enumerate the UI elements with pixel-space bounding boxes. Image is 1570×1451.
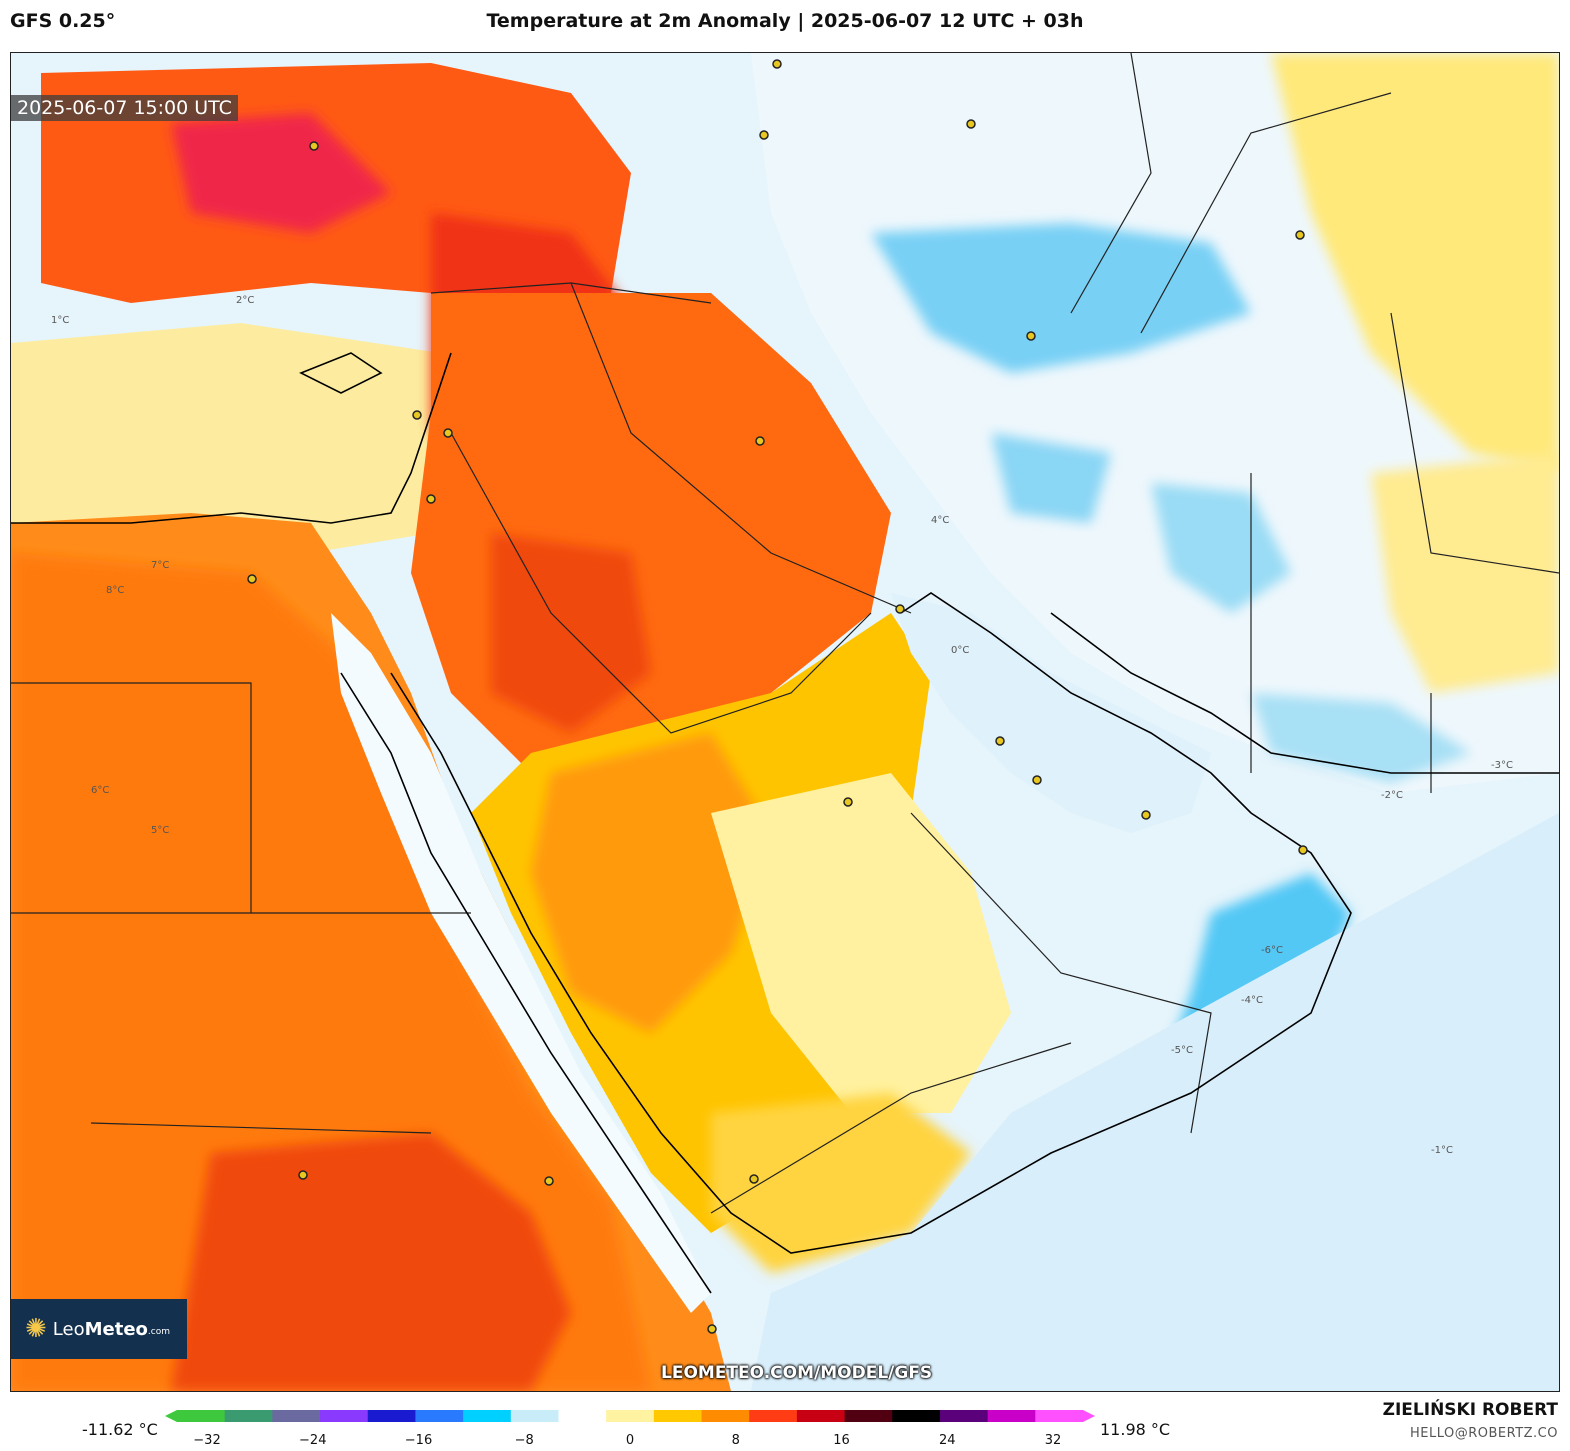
scale-color-cell [463,1410,512,1422]
svg-text:-4°C: -4°C [1241,995,1263,1006]
scale-color-cell [701,1410,750,1422]
scale-color-cell [796,1410,846,1422]
scale-color-cell [653,1410,703,1422]
color-scale-bar [165,1410,1095,1422]
city-markers [247,59,1308,1334]
contour-labels: 2°C 1°C 0°C -1°C -2°C -3°C -4°C -5°C -6°… [51,295,1513,1156]
legend-min-value: -11.62 °C [82,1420,158,1439]
scale-tick-label: −24 [299,1433,327,1448]
coastlines [11,352,1559,1294]
red-sea [331,613,711,1313]
scale-color-cell [987,1410,1036,1422]
sun-icon: ✺ [25,1314,47,1344]
scale-color-cell [1035,1410,1084,1422]
svg-text:2°C: 2°C [236,295,254,306]
central-arabia-pale [711,773,1011,1113]
scale-color-cell [367,1410,416,1422]
borders [11,53,1559,1214]
legend-max-value: 11.98 °C [1100,1420,1171,1439]
model-label: GFS 0.25° [10,10,116,32]
persian-gulf [891,593,1211,833]
valid-time-label: 2025-06-07 15:00 UTC [11,95,238,121]
svg-text:7°C: 7°C [151,560,169,571]
svg-text:0°C: 0°C [951,645,969,656]
arabian-sea [751,813,1559,1391]
svg-text:-5°C: -5°C [1171,1045,1193,1056]
svg-text:4°C: 4°C [931,515,949,526]
scale-tick-label: 8 [731,1433,740,1448]
anomaly-map[interactable]: 2°C 1°C 0°C -1°C -2°C -3°C -4°C -5°C -6°… [10,52,1560,1392]
scale-tick-label: 24 [938,1433,956,1448]
scale-tick-label: 0 [625,1433,635,1448]
svg-text:-2°C: -2°C [1381,790,1403,801]
author-credit: ZIELIŃSKI ROBERT [1382,1400,1558,1420]
map-title: Temperature at 2m Anomaly | 2025-06-07 1… [486,10,1084,32]
scale-tick-label: −8 [514,1433,534,1448]
scale-left-arrow [165,1410,177,1422]
leometeo-logo: ✺ Leo Meteo .com [11,1299,187,1359]
scale-color-cell [224,1410,273,1422]
scale-tick-label: 32 [1044,1433,1062,1448]
scale-color-cell [415,1410,464,1422]
scale-tick-label: −16 [404,1433,433,1448]
scale-color-cell [844,1410,893,1422]
scale-tick-label: 16 [833,1433,850,1448]
svg-text:8°C: 8°C [106,585,124,596]
svg-text:-1°C: -1°C [1431,1145,1453,1156]
watermark-url: LEOMETEO.COM/MODEL/GFS [661,1363,933,1383]
scale-color-cell [320,1410,369,1422]
scale-color-cell [892,1410,941,1422]
map-canvas: 2°C 1°C 0°C -1°C -2°C -3°C -4°C -5°C -6°… [11,53,1559,1391]
svg-text:5°C: 5°C [151,825,169,836]
svg-text:-6°C: -6°C [1261,945,1283,956]
mediterranean-region [11,323,441,573]
svg-text:-3°C: -3°C [1491,760,1513,771]
scale-color-cell [510,1410,559,1422]
scale-color-cell [606,1410,655,1422]
author-email: HELLO@ROBERTZ.CO [1409,1426,1558,1441]
svg-text:6°C: 6°C [91,785,109,796]
scale-color-cell [939,1410,989,1422]
scale-color-cell [177,1410,226,1422]
svg-text:1°C: 1°C [51,315,69,326]
scale-color-cell [558,1410,607,1422]
scale-right-arrow [1083,1410,1095,1422]
scale-tick-label: −32 [193,1433,221,1448]
scale-color-cell [749,1410,798,1422]
scale-color-cell [272,1410,321,1422]
